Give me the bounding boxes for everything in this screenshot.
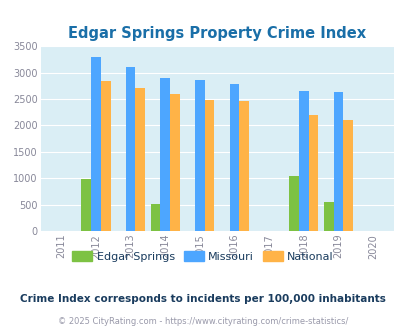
Bar: [126, 67, 135, 231]
Bar: [298, 91, 308, 231]
Bar: [81, 179, 91, 231]
Bar: [170, 94, 179, 231]
Bar: [333, 92, 342, 231]
Bar: [288, 176, 298, 231]
Legend: Edgar Springs, Missouri, National: Edgar Springs, Missouri, National: [68, 247, 337, 267]
Bar: [135, 88, 145, 231]
Title: Edgar Springs Property Crime Index: Edgar Springs Property Crime Index: [68, 26, 365, 41]
Bar: [91, 57, 100, 231]
Bar: [342, 120, 352, 231]
Bar: [204, 100, 214, 231]
Bar: [100, 81, 110, 231]
Bar: [308, 115, 318, 231]
Bar: [239, 101, 248, 231]
Text: Crime Index corresponds to incidents per 100,000 inhabitants: Crime Index corresponds to incidents per…: [20, 294, 385, 304]
Bar: [160, 78, 170, 231]
Bar: [194, 80, 204, 231]
Text: © 2025 CityRating.com - https://www.cityrating.com/crime-statistics/: © 2025 CityRating.com - https://www.city…: [58, 317, 347, 326]
Bar: [150, 204, 160, 231]
Bar: [323, 203, 333, 231]
Bar: [229, 84, 239, 231]
